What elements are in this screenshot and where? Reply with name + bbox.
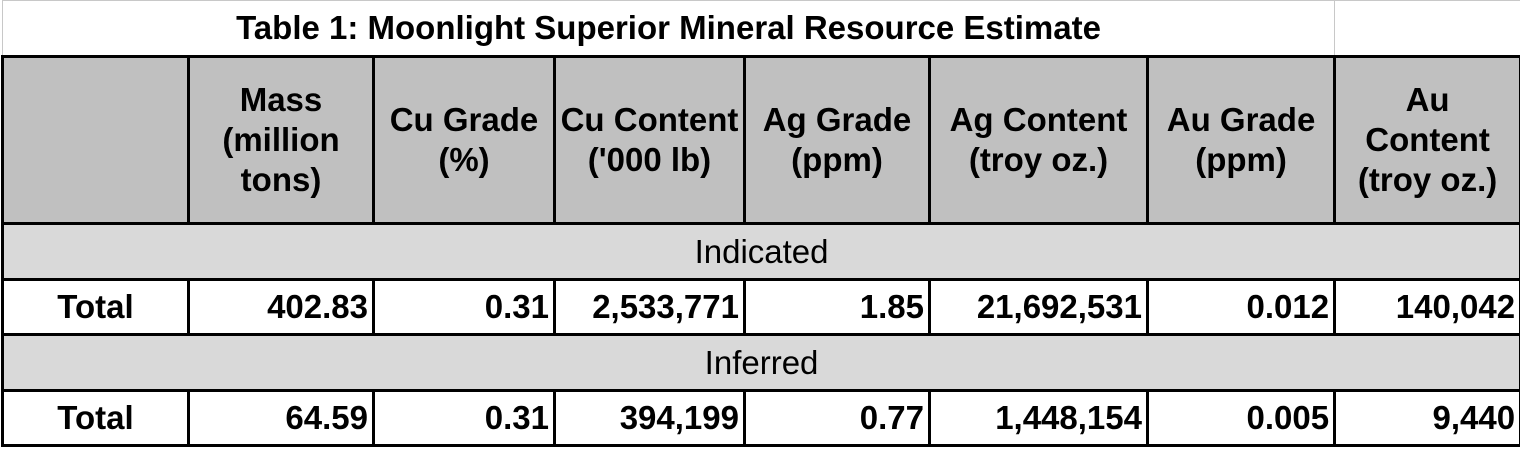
column-header: Cu Grade (%): [372, 55, 556, 225]
section-label: Inferred: [0, 333, 1520, 392]
table-body: Table 1: Moonlight Superior Mineral Reso…: [0, 0, 1520, 447]
title-row: Table 1: Moonlight Superior Mineral Reso…: [1, 0, 1520, 58]
row-label: Total: [1, 389, 190, 447]
data-cell: 1.85: [743, 278, 931, 336]
data-cell: 9,440: [1333, 389, 1520, 447]
data-cell: 140,042: [1333, 278, 1520, 336]
data-cell: 2,533,771: [553, 278, 746, 336]
column-header: Ag Grade (ppm): [743, 55, 931, 225]
section-label: Indicated: [0, 222, 1520, 281]
header-row: Mass (million tons) Cu Grade (%) Cu Conten…: [1, 55, 1520, 225]
resource-table: Table 1: Moonlight Superior Mineral Reso…: [0, 0, 1520, 447]
section-row: Indicated: [0, 222, 1520, 281]
section-row: Inferred: [0, 333, 1520, 392]
empty-cell: [1, 55, 190, 225]
row-label: Total: [1, 278, 190, 336]
data-row: Total 402.83 0.31 2,533,771 1.85 21,692,531 0.…: [1, 278, 1520, 336]
data-cell: 0.77: [743, 389, 931, 447]
column-header: Au Grade (ppm): [1145, 55, 1337, 225]
data-cell: 21,692,531: [928, 278, 1149, 336]
data-cell: 402.83: [187, 278, 375, 336]
data-cell: 0.31: [372, 389, 556, 447]
data-row: Total 64.59 0.31 394,199 0.77 1,448,154 0.005 9…: [1, 389, 1520, 447]
data-cell: 0.005: [1145, 389, 1337, 447]
empty-cell: [1334, 0, 1520, 58]
data-cell: 394,199: [553, 389, 746, 447]
table-title: Table 1: Moonlight Superior Mineral Reso…: [1, 0, 1336, 58]
data-cell: 64.59: [187, 389, 375, 447]
column-header: Ag Content (troy oz.): [928, 55, 1149, 225]
column-header: Au Content (troy oz.): [1333, 55, 1520, 225]
column-header: Mass (million tons): [187, 55, 375, 225]
column-header: Cu Content ('000 lb): [553, 55, 746, 225]
data-cell: 1,448,154: [928, 389, 1149, 447]
data-cell: 0.31: [372, 278, 556, 336]
data-cell: 0.012: [1145, 278, 1337, 336]
